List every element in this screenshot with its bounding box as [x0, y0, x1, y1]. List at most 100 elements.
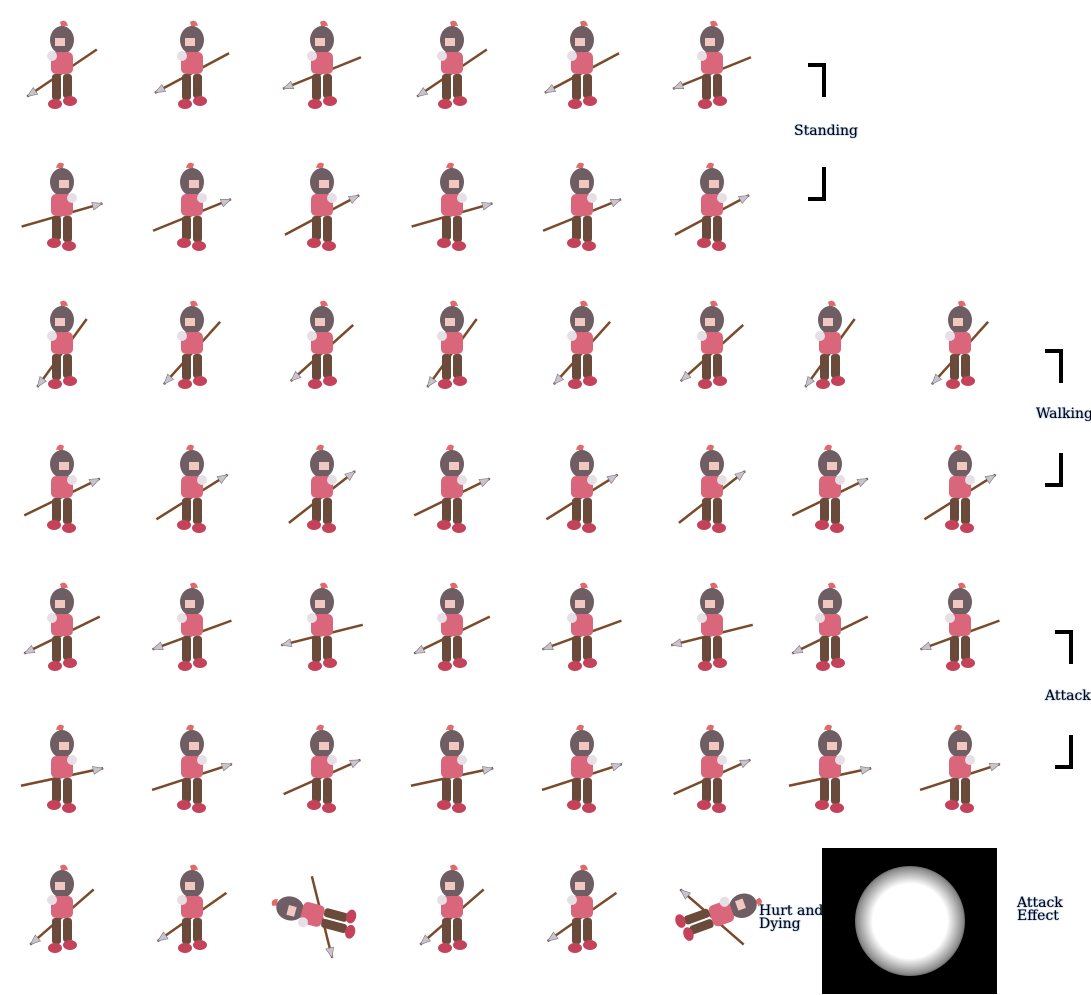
soldier-sprite [426, 300, 478, 389]
soldier-sprite [678, 444, 746, 533]
sprite-frame [22, 442, 102, 552]
sprite-frame [20, 722, 104, 832]
soldier-sprite [679, 300, 745, 389]
sprite-frame [271, 862, 362, 972]
sprite-frame [672, 298, 752, 408]
sprite-frame [919, 580, 1000, 690]
sprite-frame [22, 862, 102, 972]
soldier-sprite [152, 162, 232, 251]
soldier-sprite [21, 162, 104, 251]
sprite-frame [541, 580, 622, 690]
sprite-frame [151, 580, 232, 690]
soldier-sprite [791, 444, 869, 533]
sprite-frame [542, 442, 622, 552]
sprite-frame [152, 18, 232, 128]
soldier-sprite [413, 582, 491, 671]
sprite-frame [152, 442, 232, 552]
soldier-sprite [411, 162, 494, 251]
sprite-frame [22, 298, 102, 408]
soldier-sprite [288, 444, 356, 533]
sprite-frame [670, 580, 754, 690]
sprite-frame [790, 580, 870, 690]
attack-bracket-bottom [1055, 735, 1073, 769]
sprite-frame [541, 722, 623, 832]
sprite-frame [151, 722, 233, 832]
sprite-frame [412, 580, 492, 690]
soldier-sprite [20, 724, 104, 813]
soldier-sprite [284, 162, 360, 251]
soldier-sprite [280, 582, 364, 671]
attack-effect-label-line1: Attack [1017, 895, 1063, 911]
soldier-sprite [289, 300, 355, 389]
soldier-sprite [271, 875, 357, 959]
sprite-frame [152, 160, 232, 270]
soldier-sprite [788, 724, 872, 813]
attack-effect-label-line2: Effect [1017, 908, 1059, 924]
sprite-frame [542, 18, 622, 128]
soldier-sprite [923, 444, 997, 533]
walking-label: Walking [1036, 406, 1091, 422]
sprite-frame [920, 298, 1000, 408]
sprite-frame [21, 160, 104, 270]
hurt-dying-label: Hurt and Dying [759, 903, 824, 931]
soldier-sprite [156, 864, 228, 953]
sprite-frame [788, 722, 872, 832]
sprite-frame [410, 722, 494, 832]
soldier-sprite [29, 864, 95, 953]
sprite-frame [672, 862, 762, 972]
sprite-frame [672, 18, 752, 128]
attack-effect-preview [822, 848, 997, 994]
soldier-sprite [541, 582, 622, 671]
walking-bracket-bottom [1045, 453, 1063, 487]
standing-bracket-top [808, 63, 826, 97]
soldier-sprite [36, 300, 88, 389]
sprite-frame [542, 298, 622, 408]
sprite-frame [411, 160, 494, 270]
sprite-frame [672, 442, 752, 552]
soldier-sprite [544, 20, 620, 109]
sprite-frame [790, 442, 870, 552]
walking-bracket-top [1045, 349, 1063, 383]
sprite-frame [542, 862, 622, 972]
soldier-sprite [673, 724, 752, 813]
sprite-frame [672, 722, 752, 832]
soldier-sprite [416, 20, 488, 109]
soldier-sprite [410, 724, 494, 813]
sprite-frame [790, 298, 870, 408]
sprite-frame [672, 160, 752, 270]
soldier-sprite [919, 724, 1001, 813]
soldier-sprite [154, 20, 230, 109]
sprite-frame [282, 160, 362, 270]
sprite-frame [412, 18, 492, 128]
attack-effect-label: Attack Effect [1017, 895, 1063, 924]
attack-effect-glow [854, 866, 965, 976]
hurt-dying-label-line1: Hurt and [759, 903, 824, 919]
soldier-sprite [672, 20, 752, 109]
soldier-sprite [23, 444, 101, 533]
standing-label: Standing [794, 123, 858, 139]
sprite-frame [282, 722, 362, 832]
soldier-sprite [675, 888, 762, 946]
soldier-sprite [162, 300, 222, 389]
soldier-sprite [541, 724, 623, 813]
soldier-sprite [151, 724, 233, 813]
soldier-sprite [545, 444, 619, 533]
sprite-frame [22, 18, 102, 128]
soldier-sprite [804, 300, 856, 389]
sprite-frame [282, 442, 362, 552]
sprite-frame [412, 442, 492, 552]
soldier-sprite [791, 582, 869, 671]
attack-label: Attack [1045, 688, 1091, 704]
sprite-frame [412, 298, 492, 408]
sprite-frame [282, 298, 362, 408]
soldier-sprite [546, 864, 618, 953]
standing-bracket-bottom [808, 167, 826, 201]
sprite-frame [920, 442, 1000, 552]
soldier-sprite [542, 162, 622, 251]
soldier-sprite [413, 444, 491, 533]
attack-bracket-top [1055, 630, 1073, 664]
soldier-sprite [151, 582, 232, 671]
soldier-sprite [670, 582, 754, 671]
sprite-frame [152, 862, 232, 972]
